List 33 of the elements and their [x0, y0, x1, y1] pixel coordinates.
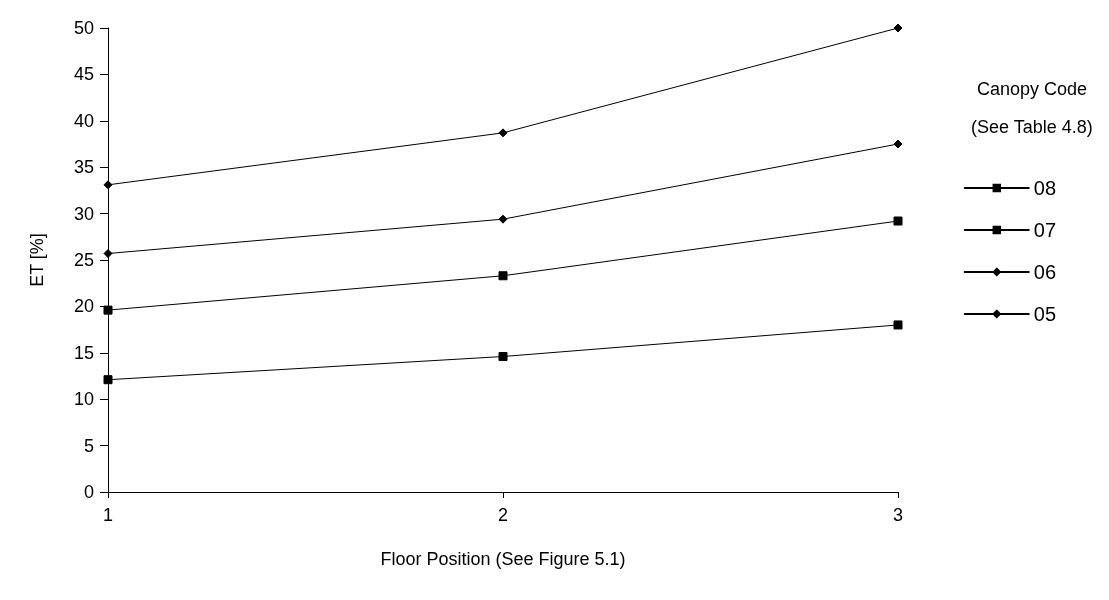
x-tick-label: 3: [892, 505, 904, 525]
legend-label: 05: [1033, 303, 1056, 325]
y-tick-label: 0: [83, 482, 94, 502]
x-axis-title: Floor Position (See Figure 5.1): [380, 549, 626, 569]
y-tick-label: 30: [73, 203, 94, 224]
y-tick-label: 45: [73, 64, 94, 85]
point: [893, 320, 903, 330]
y-tick-label: 25: [73, 250, 94, 270]
point: [103, 305, 113, 315]
y-axis-title: ET [%]: [27, 233, 47, 287]
point: [893, 139, 903, 149]
point: [498, 352, 508, 362]
point: [498, 128, 508, 138]
y-tick-label: 20: [73, 296, 94, 317]
point: [103, 249, 113, 258]
point: [103, 180, 113, 190]
point: [103, 375, 113, 385]
point: [893, 216, 903, 226]
y-tick-label: 35: [73, 157, 94, 178]
legend-label: 07: [1033, 219, 1056, 241]
x-tick-label: 1: [102, 505, 114, 525]
point: [498, 214, 508, 224]
point: [893, 23, 903, 33]
point: [498, 271, 508, 281]
legend-label: 08: [1033, 177, 1056, 199]
y-tick-label: 10: [73, 389, 94, 410]
legend-label: 06: [1033, 261, 1056, 283]
y-tick-label: 15: [73, 342, 94, 363]
y-tick-label: 5: [83, 435, 94, 456]
y-tick-label: 40: [73, 110, 94, 131]
legend-title: Canopy Code (See Table 4.8): [971, 79, 1093, 137]
y-tick-label: 50: [73, 18, 94, 38]
x-tick-label: 2: [497, 505, 509, 525]
